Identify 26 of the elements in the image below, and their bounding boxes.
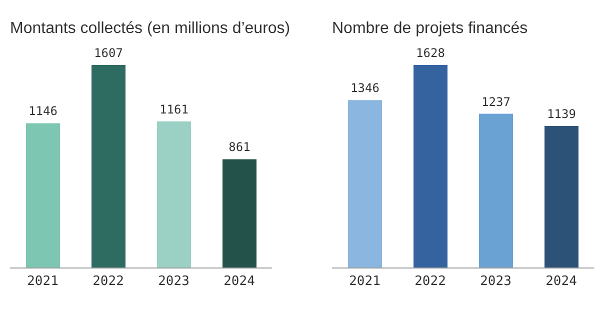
- x-tick-label: 2023: [480, 274, 512, 290]
- data-label: 1146: [28, 104, 58, 118]
- bar: [544, 126, 578, 268]
- data-label: 1607: [94, 46, 123, 60]
- data-label: 1346: [350, 81, 380, 96]
- x-tick-label: 2021: [27, 274, 58, 290]
- bar: [222, 159, 256, 268]
- data-label: 1628: [416, 46, 445, 60]
- data-label: 1139: [547, 106, 576, 121]
- bar: [479, 114, 513, 268]
- x-tick-label: 2024: [546, 274, 578, 290]
- x-tick-label: 2022: [92, 274, 124, 290]
- bar: [26, 123, 60, 268]
- x-tick-label: 2021: [349, 274, 380, 290]
- data-label: 1161: [160, 102, 188, 116]
- bar: [414, 65, 448, 268]
- data-label: 1237: [482, 94, 510, 109]
- x-tick-label: 2023: [158, 274, 190, 290]
- x-tick-label: 2024: [224, 274, 256, 290]
- chart-title: Nombre de projets financés: [332, 20, 528, 38]
- bar: [348, 100, 382, 268]
- x-tick-label: 2022: [414, 274, 446, 290]
- data-label: 861: [228, 140, 250, 154]
- bar: [157, 121, 191, 268]
- chart-title: Montants collectés (en millions d’euros): [10, 20, 290, 38]
- bar: [92, 65, 126, 268]
